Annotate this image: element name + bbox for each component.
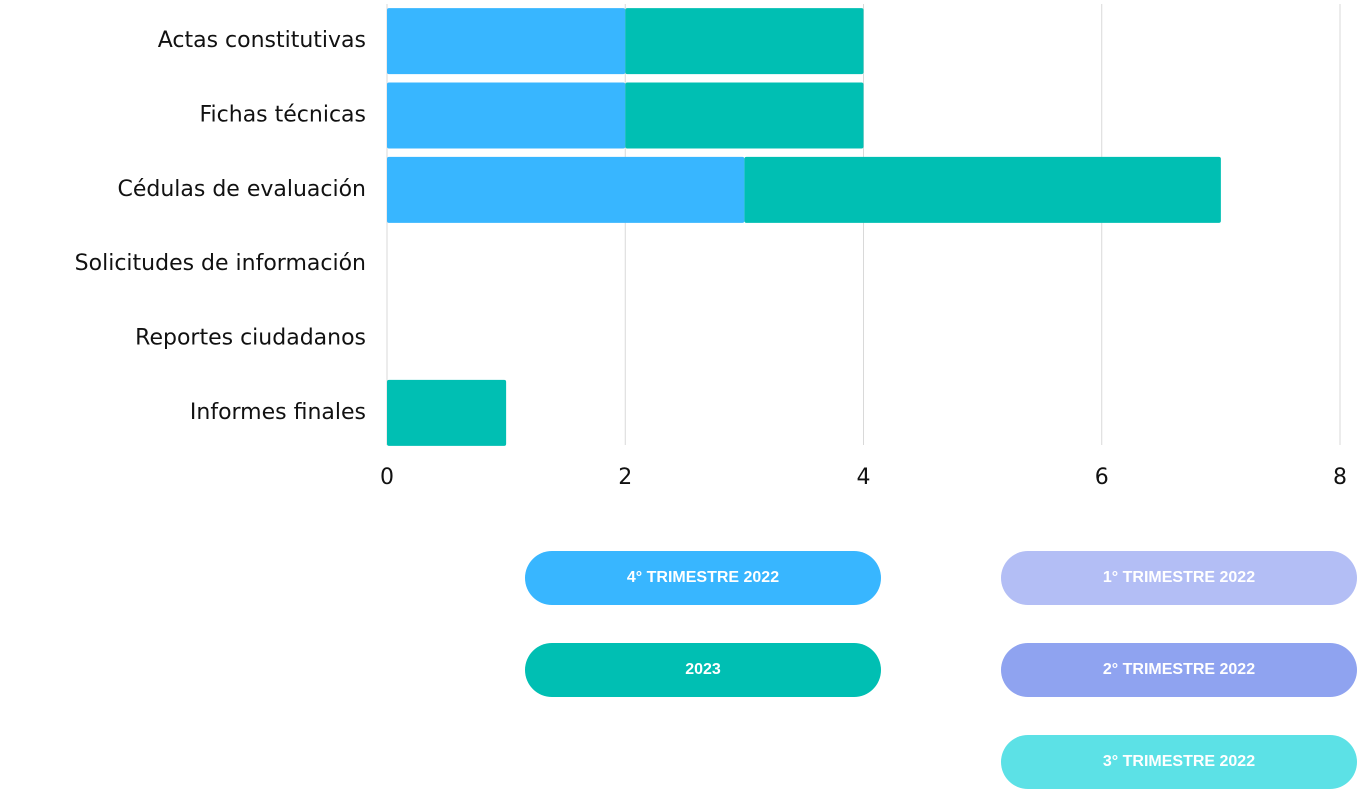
y-tick-label: Fichas técnicas — [200, 103, 367, 128]
legend-label[interactable]: 3° TRIMESTRE 2022 — [1103, 753, 1255, 770]
bar-segment — [387, 82, 626, 149]
y-tick-label: Informes finales — [190, 400, 366, 425]
x-tick-label: 2 — [618, 465, 632, 490]
legend-button[interactable] — [1001, 643, 1357, 697]
legend-label[interactable]: 2023 — [685, 661, 721, 678]
bar-segment — [625, 8, 864, 75]
bar-segment — [387, 8, 626, 75]
y-tick-label: Actas constitutivas — [158, 28, 366, 53]
x-tick-label: 0 — [380, 465, 394, 490]
bar-segment — [744, 156, 1221, 223]
x-tick-label: 4 — [857, 465, 871, 490]
legend-button[interactable] — [525, 551, 881, 605]
legend-label[interactable]: 2° TRIMESTRE 2022 — [1103, 661, 1255, 678]
legend-button[interactable] — [1001, 735, 1357, 789]
y-tick-label: Solicitudes de información — [75, 251, 366, 276]
bar-segment — [387, 156, 745, 223]
legend-label[interactable]: 1° TRIMESTRE 2022 — [1103, 569, 1255, 586]
bar-segment — [387, 379, 507, 446]
legend-label[interactable]: 4° TRIMESTRE 2022 — [627, 569, 779, 586]
bar-segment — [625, 82, 864, 149]
x-tick-label: 8 — [1333, 465, 1347, 490]
y-tick-label: Cédulas de evaluación — [117, 177, 366, 202]
legend-button[interactable] — [525, 643, 881, 697]
x-tick-label: 6 — [1095, 465, 1109, 490]
y-tick-label: Reportes ciudadanos — [135, 326, 366, 351]
legend-button[interactable] — [1001, 551, 1357, 605]
